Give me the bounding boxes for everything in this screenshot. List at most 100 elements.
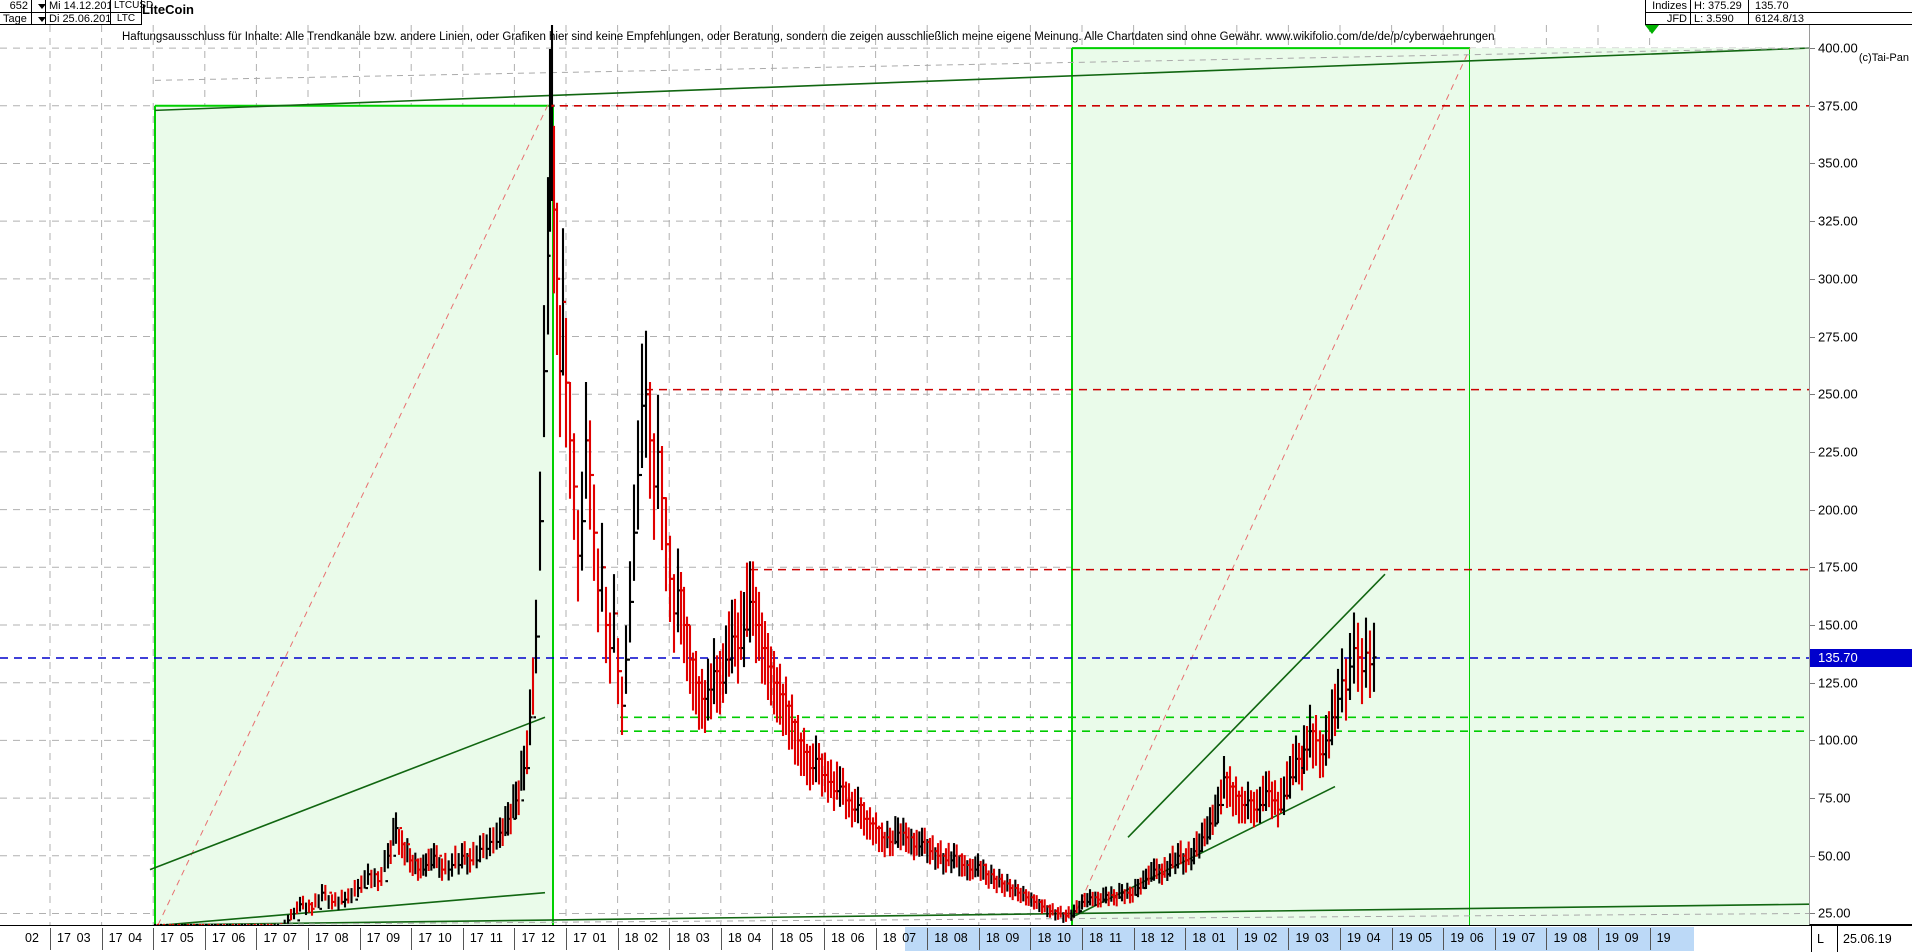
header-symbol-cell[interactable]: LTCUSD LTC (111, 0, 153, 25)
bars-dropdown-icon[interactable] (32, 0, 46, 13)
date-tick-month: 09 (1624, 931, 1639, 945)
interval-dropdown-icon[interactable] (32, 13, 46, 25)
bars-count: 652 (0, 0, 31, 13)
date-tick-month: 08 (953, 931, 968, 945)
date-tick-separator (1288, 928, 1290, 950)
date-tick-month: 07 (283, 931, 297, 945)
date-tick-month: 02 (644, 931, 659, 945)
header-bars-interval-cell[interactable]: 652 Tage (0, 0, 32, 25)
price-bar (355, 878, 361, 901)
copyright-label: (c)Tai-Pan (1858, 52, 1909, 64)
price-bar (747, 561, 753, 643)
date-tick-year: 17 (418, 931, 433, 945)
chart-canvas[interactable] (0, 25, 1809, 925)
date-tick-separator (256, 928, 258, 950)
price-bar (527, 689, 533, 770)
price-axis[interactable]: (c)Tai-Pan 400.00 375.00 350.00 325.00 300.0… (1809, 25, 1912, 925)
date-tick-separator (566, 928, 567, 950)
date-tick-month: 07 (1521, 931, 1536, 945)
date-tick-month: 05 (1418, 931, 1433, 945)
price-bar (477, 835, 483, 863)
price-tick-label: 175.00 (1818, 559, 1858, 575)
date-tick-separator (1598, 928, 1599, 950)
gray-dashed-lower (154, 912, 1809, 925)
header-dropdown-cell[interactable] (32, 0, 46, 25)
price-tick-label: 100.00 (1818, 732, 1858, 748)
high-value: H: 375.29 (1691, 0, 1748, 13)
date-tick-separator (1030, 928, 1032, 950)
date-tick-year: 19 (1656, 931, 1671, 945)
date-tick-separator (1185, 928, 1187, 950)
price-bar (729, 599, 735, 674)
date-tick-separator (1649, 928, 1651, 950)
price-bar (843, 781, 849, 820)
date-tick-year: 17 (366, 931, 381, 945)
price-bar (801, 727, 807, 777)
interval-selector[interactable]: Tage (0, 13, 31, 25)
date-axis[interactable]: 02 17 03 17 04 17 05 17 06 17 07 17 08 17 09 17 10 17 11 17… (0, 925, 1912, 952)
price-bar (563, 300, 569, 448)
price-tick-mark (1810, 913, 1815, 915)
date-tick-month: 01 (592, 931, 607, 945)
price-bar (631, 484, 637, 603)
price-bar (705, 658, 711, 721)
price-bar (591, 473, 597, 581)
group-label: Indizes (1646, 0, 1690, 13)
date-tick-separator (1443, 928, 1445, 950)
date-tick-separator (617, 928, 619, 950)
price-bar (449, 853, 455, 877)
date-axis-scrollbar[interactable] (905, 927, 1694, 951)
price-bar (855, 786, 861, 824)
date-tick-separator (359, 928, 361, 950)
date-tick-year: 17 (108, 931, 123, 945)
date-tick-separator (514, 928, 516, 950)
date-tick-month: 09 (386, 931, 401, 945)
price-bar (723, 625, 729, 694)
provider-label: JFD (1666, 13, 1687, 25)
date-tick-separator (462, 928, 464, 950)
date-tick-separator (50, 928, 51, 950)
price-bar (623, 625, 629, 707)
date-tick-month: 08 (334, 931, 349, 945)
price-tick-label: 300.00 (1818, 271, 1858, 287)
price-tick-label: 325.00 (1818, 213, 1858, 229)
price-tick-mark (1810, 625, 1815, 626)
price-tick-mark (1810, 394, 1815, 396)
symbol-code: LTCUSD (111, 0, 153, 13)
price-tick-label: 50.00 (1818, 848, 1851, 864)
axis-end-date: 25.06.19 (1837, 926, 1912, 952)
price-bar (675, 548, 681, 633)
date-tick-year: 18 (934, 931, 949, 945)
date-tick-month: 07 (902, 931, 917, 945)
date-tick-separator (204, 928, 206, 950)
price-bar (627, 561, 633, 661)
date-tick-year: 17 (211, 931, 226, 945)
date-tick-year: 17 (573, 931, 587, 945)
page-title: LiteCoin (142, 2, 194, 17)
price-tick-mark (1810, 855, 1815, 857)
chart-plot-area[interactable] (0, 25, 1809, 926)
price-tick-mark (1810, 567, 1815, 569)
date-tick-year: 19 (1501, 931, 1516, 945)
date-tick-year: 17 (57, 931, 71, 945)
date-tick-month: 09 (1005, 931, 1020, 945)
date-tick-year: 17 (160, 931, 175, 945)
header-last-cell: 135.70 6124.8/13 (1749, 0, 1912, 25)
date-tick-year: 18 (1089, 931, 1103, 945)
date-tick-month: 06 (1469, 931, 1484, 945)
price-bar (789, 694, 795, 750)
date-tick-separator (875, 928, 877, 950)
price-tick-label: 400.00 (1818, 40, 1858, 56)
date-tick-separator (978, 928, 980, 950)
date-tick-month: 10 (1057, 931, 1071, 945)
date-tick-separator (1546, 928, 1548, 950)
price-bar (467, 848, 473, 873)
date-tick-month: 11 (489, 931, 503, 945)
date-tick-month: 02 (1263, 931, 1278, 945)
price-bar (759, 612, 765, 684)
date-tick-separator (411, 928, 413, 950)
date-tick-year: 19 (1347, 931, 1361, 945)
price-bar (861, 802, 867, 836)
price-bar (699, 668, 705, 729)
